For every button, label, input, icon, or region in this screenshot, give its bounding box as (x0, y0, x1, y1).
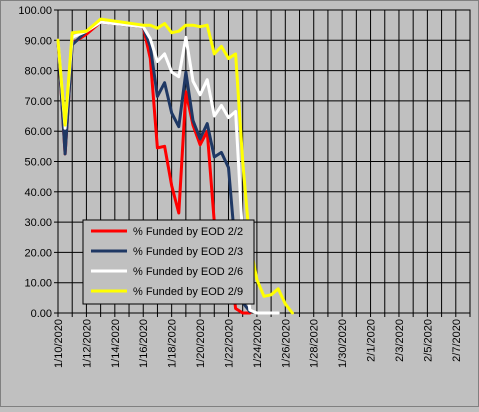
x-tick-label: 1/26/2020 (280, 319, 292, 368)
y-tick-label: 20.00 (24, 247, 52, 259)
legend: % Funded by EOD 2/2 % Funded by EOD 2/3 % … (82, 219, 255, 305)
x-tick-label: 1/30/2020 (337, 319, 349, 368)
x-tick-label: 1/14/2020 (110, 319, 122, 368)
x-tick-label: 1/28/2020 (309, 319, 321, 368)
x-tick-label: 1/22/2020 (223, 319, 235, 368)
y-tick-label: 70.00 (24, 96, 52, 108)
legend-label-3: % Funded by EOD 2/6 (133, 266, 243, 278)
y-tick-label: 40.00 (24, 187, 52, 199)
y-tick-label: 90.00 (24, 35, 52, 47)
series-line-3 (56, 20, 280, 315)
x-tick-label: 1/16/2020 (138, 319, 150, 368)
x-tick-label: 2/1/2020 (366, 319, 378, 362)
y-tick-label: 30.00 (24, 217, 52, 229)
x-tick-label: 2/3/2020 (394, 319, 406, 362)
y-tick-label: 100.00 (18, 5, 52, 17)
x-tick-label: 1/18/2020 (167, 319, 179, 368)
x-tick-label: 1/24/2020 (252, 319, 264, 368)
y-tick-label: 0.00 (31, 308, 52, 320)
legend-label-2: % Funded by EOD 2/3 (133, 246, 243, 258)
legend-label-4: % Funded by EOD 2/9 (133, 286, 243, 298)
x-axis-ticks: 1/10/2020 1/12/2020 1/14/2020 1/16/2020 1/18… (53, 313, 471, 368)
y-tick-label: 80.00 (24, 66, 52, 78)
y-tick-label: 60.00 (24, 126, 52, 138)
x-tick-label: 1/12/2020 (81, 319, 93, 368)
x-tick-label: 2/7/2020 (451, 319, 463, 362)
series-line-4 (56, 17, 294, 315)
x-tick-label: 1/20/2020 (195, 319, 207, 368)
y-tick-label: 50.00 (24, 157, 52, 169)
legend-label-1: % Funded by EOD 2/2 (133, 226, 243, 238)
y-axis-ticks: 0.00 10.00 20.00 30.00 40.00 50.00 60.00 70.00 8… (18, 5, 58, 320)
x-tick-label: 1/10/2020 (53, 319, 65, 368)
y-tick-label: 10.00 (24, 278, 52, 290)
x-tick-label: 2/5/2020 (422, 319, 434, 362)
